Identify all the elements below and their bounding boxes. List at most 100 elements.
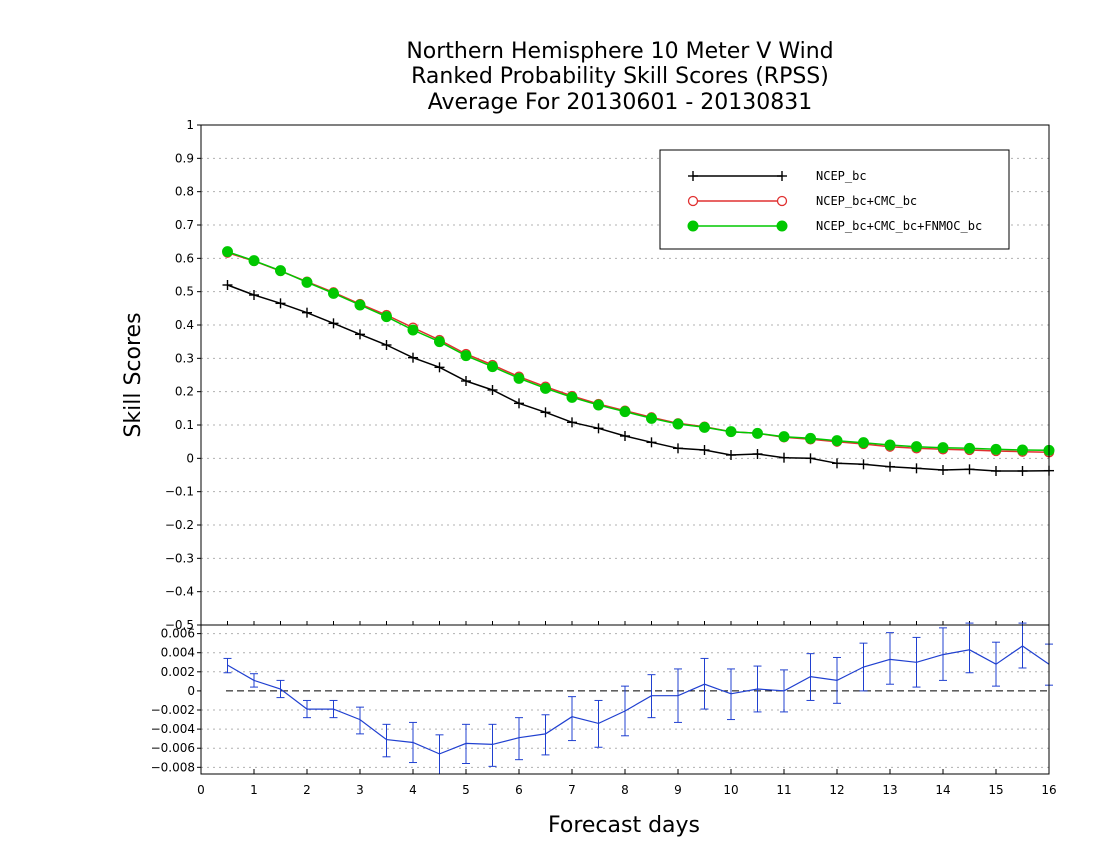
x-tick-label: 7: [568, 783, 576, 797]
data-point: [938, 465, 948, 475]
top-y-tick-label: 0.6: [175, 251, 194, 265]
bottom-y-tick-label: 0.006: [161, 627, 195, 641]
bottom-y-tick-label: −0.008: [151, 760, 195, 774]
data-point: [513, 372, 525, 384]
x-tick-label: 0: [197, 783, 205, 797]
data-point: [1017, 444, 1028, 456]
data-point: [646, 437, 657, 448]
legend-marker: [687, 195, 699, 207]
legend-label: NCEP_bc: [816, 169, 867, 183]
data-point: [540, 407, 551, 418]
data-point: [275, 265, 286, 277]
legend-label: NCEP_bc+CMC_bc+FNMOC_bc: [816, 219, 982, 233]
data-point: [752, 427, 763, 439]
x-tick-label: 3: [356, 783, 364, 797]
series-3: [222, 246, 1055, 456]
y-axis-label: Skill Scores: [121, 312, 146, 437]
x-tick-label: 15: [988, 783, 1003, 797]
data-point: [514, 398, 524, 409]
x-tick-label: 14: [935, 783, 950, 797]
legend-entry: NCEP_bc: [688, 169, 867, 183]
series-line: [227, 250, 1050, 452]
data-point: [1017, 466, 1028, 476]
data-point: [885, 461, 895, 472]
error-bar: [886, 632, 894, 685]
data-point: [248, 255, 260, 267]
error-bar: [382, 723, 391, 758]
data-point: [222, 246, 233, 258]
legend-marker: [688, 171, 698, 181]
data-point: [805, 453, 816, 464]
data-point: [354, 299, 366, 311]
data-point: [593, 399, 604, 411]
legend-marker: [777, 171, 787, 181]
error-bar: [356, 706, 364, 735]
x-ticks: 0 1 2 3 4 5 6 7 8 9 10 11 12 13 14 15 16: [197, 769, 1057, 797]
error-bar: [965, 622, 974, 674]
data-point: [964, 464, 975, 475]
data-point: [434, 336, 445, 348]
x-tick-label: 10: [723, 783, 738, 797]
x-tick-label: 12: [829, 783, 844, 797]
bottom-y-tick-label: −0.002: [151, 703, 195, 717]
data-point: [620, 431, 630, 441]
top-y-tick-label: −0.3: [165, 551, 194, 565]
error-bar: [541, 714, 550, 756]
data-point: [381, 311, 392, 323]
top-y-tick-label: 0.8: [175, 185, 194, 199]
top-grid: [201, 157, 1050, 625]
top-y-tick-label: −0.4: [165, 585, 194, 599]
top-y-tick-label: 0.9: [175, 151, 194, 165]
top-y-tick-label: 0.7: [175, 218, 194, 232]
data-point: [884, 439, 896, 451]
data-point: [487, 361, 498, 373]
x-tick-label: 1: [250, 783, 258, 797]
legend: NCEP_bc NCEP_bc+CMC_bc NCEP_bc+CMC_bc+FNMO…: [659, 149, 1010, 250]
x-tick-label: 8: [621, 783, 629, 797]
data-point: [328, 318, 339, 329]
data-point: [487, 385, 498, 395]
legend-marker: [776, 220, 788, 232]
data-point: [673, 443, 683, 454]
top-y-tick-label: −0.1: [165, 485, 194, 499]
data-point: [858, 459, 869, 470]
legend-marker: [776, 195, 788, 207]
top-y-tick-label: −0.2: [165, 518, 194, 532]
data-point: [407, 324, 419, 336]
series-line: [227, 284, 1050, 472]
top-series: [222, 246, 1055, 476]
data-point: [805, 432, 816, 444]
data-point: [540, 382, 551, 394]
series-line: [227, 251, 1050, 454]
data-point: [355, 329, 365, 340]
data-point: [831, 435, 843, 447]
legend-marker: [687, 220, 699, 232]
title-line-2: Ranked Probability Skill Scores (RPSS): [411, 64, 829, 89]
data-point: [726, 450, 736, 460]
top-y-tick-label: 1: [186, 118, 194, 132]
title-line-1: Northern Hemisphere 10 Meter V Wind: [406, 39, 833, 64]
x-tick-label: 4: [409, 783, 417, 797]
chart-title: Northern Hemisphere 10 Meter V Wind Rank…: [406, 39, 833, 115]
data-point: [593, 423, 604, 434]
bottom-series: [223, 622, 1053, 775]
bottom-y-ticks: 0.006 0.004 0.002 0 −0.002 −0.004 −0.006 −0.008: [151, 627, 201, 774]
title-line-3: Average For 20130601 - 20130831: [428, 90, 813, 115]
data-point: [778, 431, 790, 443]
bottom-plot-frame: [200, 624, 1050, 775]
error-bar: [515, 717, 523, 761]
bottom-y-tick-label: 0: [187, 684, 195, 698]
data-point: [699, 445, 710, 455]
data-point: [964, 442, 975, 454]
top-y-tick-label: 0.2: [175, 385, 194, 399]
data-point: [460, 350, 472, 362]
data-point: [222, 280, 233, 290]
data-point: [725, 426, 737, 438]
x-tick-label: 6: [515, 783, 523, 797]
x-tick-label: 9: [674, 783, 682, 797]
data-point: [461, 376, 471, 386]
bottom-y-tick-label: 0.004: [161, 646, 195, 660]
data-point: [619, 406, 631, 418]
x-axis-label: Forecast days: [548, 813, 700, 838]
x-tick-label: 2: [303, 783, 311, 797]
